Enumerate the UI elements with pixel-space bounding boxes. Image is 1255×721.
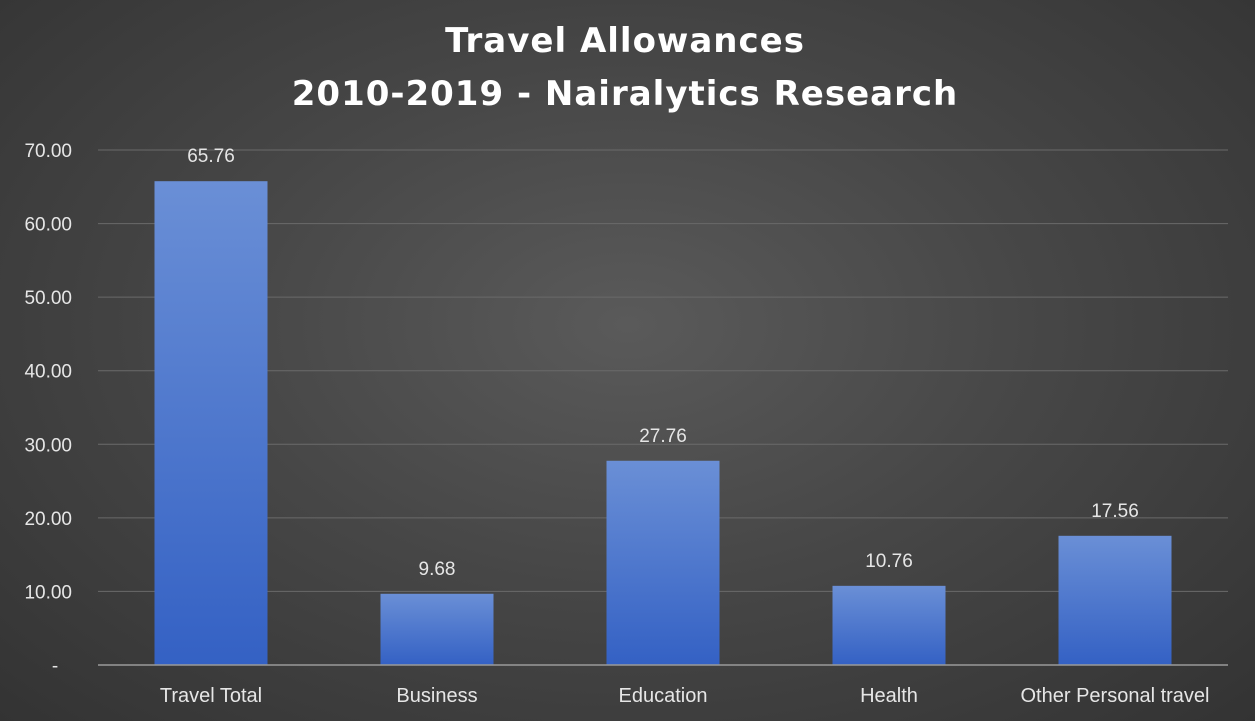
category-label: Travel Total (160, 685, 262, 707)
category-label: Education (619, 685, 708, 707)
y-tick-label: 20.00 (24, 509, 72, 530)
y-tick-label: - (52, 656, 58, 677)
data-label: 10.76 (865, 551, 913, 572)
category-label: Other Personal travel (1021, 685, 1210, 707)
bar (154, 181, 268, 666)
y-axis-ticks: - 10.00 20.00 30.00 40.00 50.00 60.00 70.00 (24, 141, 72, 677)
y-tick-label: 50.00 (24, 288, 72, 309)
data-label: 9.68 (419, 559, 456, 580)
y-tick-label: 70.00 (24, 141, 72, 162)
data-label: 65.76 (187, 146, 235, 167)
category-label: Business (396, 685, 477, 707)
bar (380, 593, 494, 665)
chart-title: Travel Allowances (445, 21, 805, 61)
y-tick-label: 40.00 (24, 362, 72, 383)
x-axis-categories: Travel Total Business Education Health Other… (160, 685, 1210, 707)
bar (1058, 535, 1172, 665)
bar (832, 585, 946, 665)
category-label: Health (860, 685, 918, 707)
gridlines (98, 149, 1228, 592)
y-tick-label: 30.00 (24, 435, 72, 456)
y-tick-label: 10.00 (24, 582, 72, 603)
data-labels: 65.76 9.68 27.76 10.76 17.56 (187, 146, 1139, 580)
bar (606, 460, 720, 665)
data-label: 17.56 (1091, 501, 1139, 522)
y-tick-label: 60.00 (24, 215, 72, 236)
data-label: 27.76 (639, 426, 687, 447)
chart-subtitle: 2010-2019 - Nairalytics Research (292, 74, 958, 114)
bars (154, 181, 1172, 666)
